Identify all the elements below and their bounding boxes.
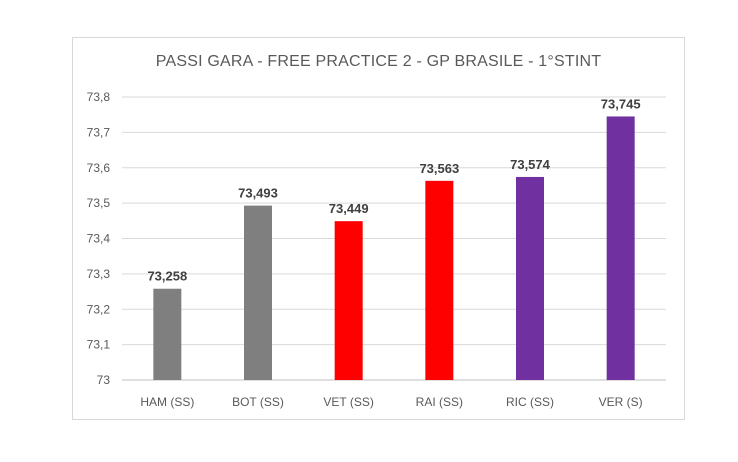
bar	[153, 288, 182, 380]
bar	[244, 205, 272, 380]
gridlines	[122, 96, 666, 381]
y-axis-ticks: 73 73,1 73,2 73,3 73,4 73,5 73,6 73,7 73,8	[87, 90, 111, 387]
y-tick-label: 73,1	[87, 338, 111, 352]
bar	[334, 221, 363, 380]
y-tick-label: 73,4	[87, 232, 111, 246]
x-category-label: BOT (SS)	[232, 395, 284, 409]
x-axis-categories: HAM (SS) BOT (SS) VET (SS) RAI (SS) RIC (SS)…	[140, 395, 642, 409]
data-label: 73,563	[419, 161, 459, 176]
chart-title: PASSI GARA - FREE PRACTICE 2 - GP BRASIL…	[155, 53, 602, 70]
bar	[606, 116, 635, 381]
x-category-label: RAI (SS)	[416, 395, 463, 409]
data-label: 73,493	[238, 186, 278, 201]
y-tick-label: 73,6	[87, 161, 111, 175]
y-tick-label: 73,7	[87, 125, 111, 139]
data-label: 73,745	[601, 96, 641, 111]
x-category-label: RIC (SS)	[506, 395, 554, 409]
y-tick-label: 73,3	[87, 267, 111, 281]
data-label: 73,449	[329, 201, 369, 216]
x-category-label: HAM (SS)	[140, 395, 194, 409]
bar	[425, 180, 454, 380]
data-label: 73,574	[510, 157, 551, 172]
y-tick-label: 73	[97, 373, 111, 387]
x-category-label: VER (S)	[599, 395, 643, 409]
bars	[153, 116, 635, 381]
y-tick-label: 73,8	[87, 90, 111, 104]
data-labels: 73,258 73,493 73,449 73,563 73,574 73,745	[147, 96, 640, 283]
data-label: 73,258	[147, 269, 187, 284]
y-tick-label: 73,5	[87, 196, 111, 210]
y-tick-label: 73,2	[87, 302, 111, 316]
x-category-label: VET (SS)	[323, 395, 373, 409]
bar	[516, 176, 544, 380]
